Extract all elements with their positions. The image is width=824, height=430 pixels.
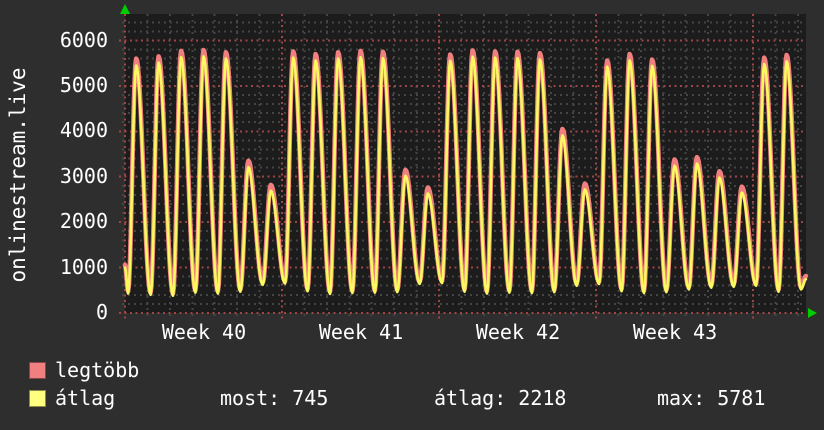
legend-swatch-atlag (29, 390, 46, 407)
plot-area (119, 4, 817, 319)
chart-canvas (119, 4, 817, 319)
x-tick-week43: Week 43 (632, 320, 718, 344)
legend-label-legtobb: legtöbb (55, 358, 140, 382)
legend-swatch-legtobb (29, 362, 46, 379)
stat-max: max: 5781 (657, 386, 766, 410)
x-tick-week41: Week 41 (318, 320, 404, 344)
stat-atlag: átlag: 2218 (434, 386, 567, 410)
x-tick-week42: Week 42 (475, 320, 561, 344)
stat-most: most: 745 (220, 386, 329, 410)
legend-label-atlag: átlag (55, 386, 116, 410)
vertical-axis-title: onlinestream.live (6, 67, 30, 283)
x-tick-week40: Week 40 (161, 320, 247, 344)
